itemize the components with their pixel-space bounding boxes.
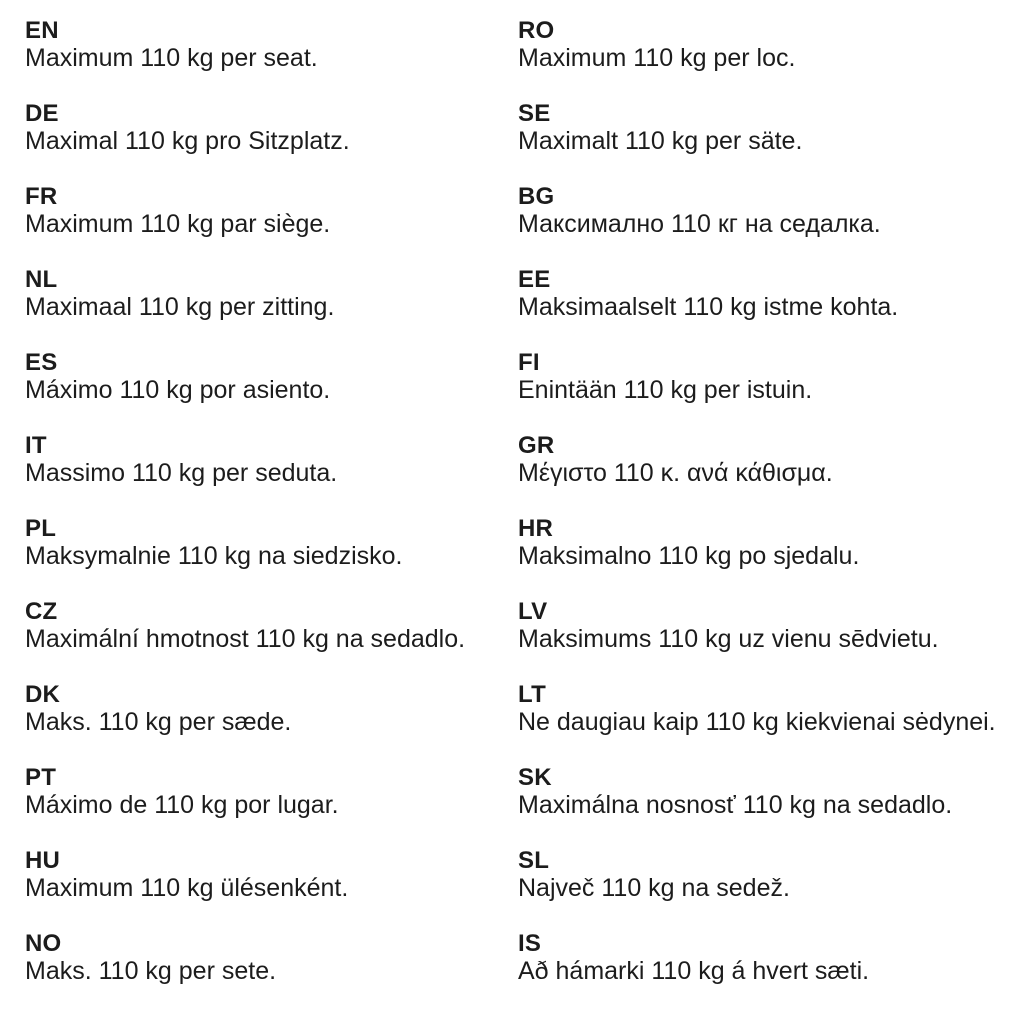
language-code: FI — [518, 349, 540, 376]
language-code: BG — [518, 183, 555, 210]
translation-entry: CZ Maximální hmotnost 110 kg na sedadlo. — [25, 598, 518, 653]
translation-text: Maximální hmotnost 110 kg na sedadlo. — [25, 624, 466, 653]
translation-text: Ne daugiau kaip 110 kg kiekvienai sėdyne… — [518, 707, 996, 736]
language-code: HR — [518, 515, 554, 542]
translation-text: Máximo 110 kg por asiento. — [25, 375, 331, 404]
translation-text: Maximálna nosnosť 110 kg na sedadlo. — [518, 790, 953, 819]
language-code: DE — [25, 100, 59, 127]
language-code: CZ — [25, 598, 58, 625]
translation-text: Максимално 110 кг на седалка. — [518, 209, 881, 238]
translation-entry: LV Maksimums 110 kg uz vienu sēdvietu. — [518, 598, 1024, 653]
translation-text: Maksimums 110 kg uz vienu sēdvietu. — [518, 624, 939, 653]
translation-entry: LT Ne daugiau kaip 110 kg kiekvienai sėd… — [518, 681, 1024, 736]
language-code: LV — [518, 598, 548, 625]
language-code: DK — [25, 681, 61, 708]
language-code: IS — [518, 930, 542, 957]
translation-entry: PT Máximo de 110 kg por lugar. — [25, 764, 518, 819]
translation-entry: EN Maximum 110 kg per seat. — [25, 17, 518, 72]
translation-text: Maximum 110 kg ülésenként. — [25, 873, 349, 902]
translation-entry: FR Maximum 110 kg par siège. — [25, 183, 518, 238]
translation-entry: EE Maksimaalselt 110 kg istme kohta. — [518, 266, 1024, 321]
language-code: NL — [25, 266, 58, 293]
translation-entry: ES Máximo 110 kg por asiento. — [25, 349, 518, 404]
language-code: IT — [25, 432, 47, 459]
translation-columns: EN Maximum 110 kg per seat. DE Maximal 1… — [25, 17, 1024, 1013]
language-code: LT — [518, 681, 546, 708]
translation-text: Maksimalno 110 kg po sjedalu. — [518, 541, 860, 570]
translation-text: Maksimaalselt 110 kg istme kohta. — [518, 292, 899, 321]
language-code: EN — [25, 17, 59, 44]
language-code: HU — [25, 847, 61, 874]
translation-text: Massimo 110 kg per seduta. — [25, 458, 338, 487]
translation-entry: IS Að hámarki 110 kg á hvert sæti. — [518, 930, 1024, 985]
translation-entry: DE Maximal 110 kg pro Sitzplatz. — [25, 100, 518, 155]
column-left: EN Maximum 110 kg per seat. DE Maximal 1… — [25, 17, 518, 1013]
translation-entry: DK Maks. 110 kg per sæde. — [25, 681, 518, 736]
translation-text: Máximo de 110 kg por lugar. — [25, 790, 339, 819]
language-code: FR — [25, 183, 58, 210]
translation-entry: HU Maximum 110 kg ülésenként. — [25, 847, 518, 902]
translation-text: Að hámarki 110 kg á hvert sæti. — [518, 956, 870, 985]
translation-text: Maximum 110 kg per loc. — [518, 43, 796, 72]
translation-entry: NO Maks. 110 kg per sete. — [25, 930, 518, 985]
translation-text: Enintään 110 kg per istuin. — [518, 375, 813, 404]
translation-text: Največ 110 kg na sedež. — [518, 873, 790, 902]
language-code: SL — [518, 847, 550, 874]
column-right: RO Maximum 110 kg per loc. SE Maximalt 1… — [518, 17, 1024, 1013]
translation-text: Maximum 110 kg par siège. — [25, 209, 331, 238]
translation-text: Maks. 110 kg per sæde. — [25, 707, 292, 736]
language-code: RO — [518, 17, 555, 44]
translation-text: Maximal 110 kg pro Sitzplatz. — [25, 126, 350, 155]
language-code: ES — [25, 349, 58, 376]
language-code: NO — [25, 930, 62, 957]
translation-text: Maximum 110 kg per seat. — [25, 43, 318, 72]
translation-entry: NL Maximaal 110 kg per zitting. — [25, 266, 518, 321]
translation-entry: SK Maximálna nosnosť 110 kg na sedadlo. — [518, 764, 1024, 819]
translation-text: Maks. 110 kg per sete. — [25, 956, 277, 985]
language-code: EE — [518, 266, 551, 293]
language-code: GR — [518, 432, 555, 459]
language-code: SE — [518, 100, 551, 127]
translation-entry: SL Največ 110 kg na sedež. — [518, 847, 1024, 902]
translation-entry: IT Massimo 110 kg per seduta. — [25, 432, 518, 487]
translation-entry: FI Enintään 110 kg per istuin. — [518, 349, 1024, 404]
translation-entry: GR Μέγιστο 110 κ. ανά κάθισμα. — [518, 432, 1024, 487]
language-code: PL — [25, 515, 57, 542]
translation-entry: BG Максимално 110 кг на седалка. — [518, 183, 1024, 238]
language-code: SK — [518, 764, 552, 791]
translation-text: Μέγιστο 110 κ. ανά κάθισμα. — [518, 458, 833, 487]
translation-entry: PL Maksymalnie 110 kg na siedzisko. — [25, 515, 518, 570]
translation-entry: RO Maximum 110 kg per loc. — [518, 17, 1024, 72]
language-code: PT — [25, 764, 57, 791]
translation-entry: HR Maksimalno 110 kg po sjedalu. — [518, 515, 1024, 570]
translation-text: Maximalt 110 kg per säte. — [518, 126, 803, 155]
translation-text: Maksymalnie 110 kg na siedzisko. — [25, 541, 403, 570]
translation-text: Maximaal 110 kg per zitting. — [25, 292, 335, 321]
translation-entry: SE Maximalt 110 kg per säte. — [518, 100, 1024, 155]
